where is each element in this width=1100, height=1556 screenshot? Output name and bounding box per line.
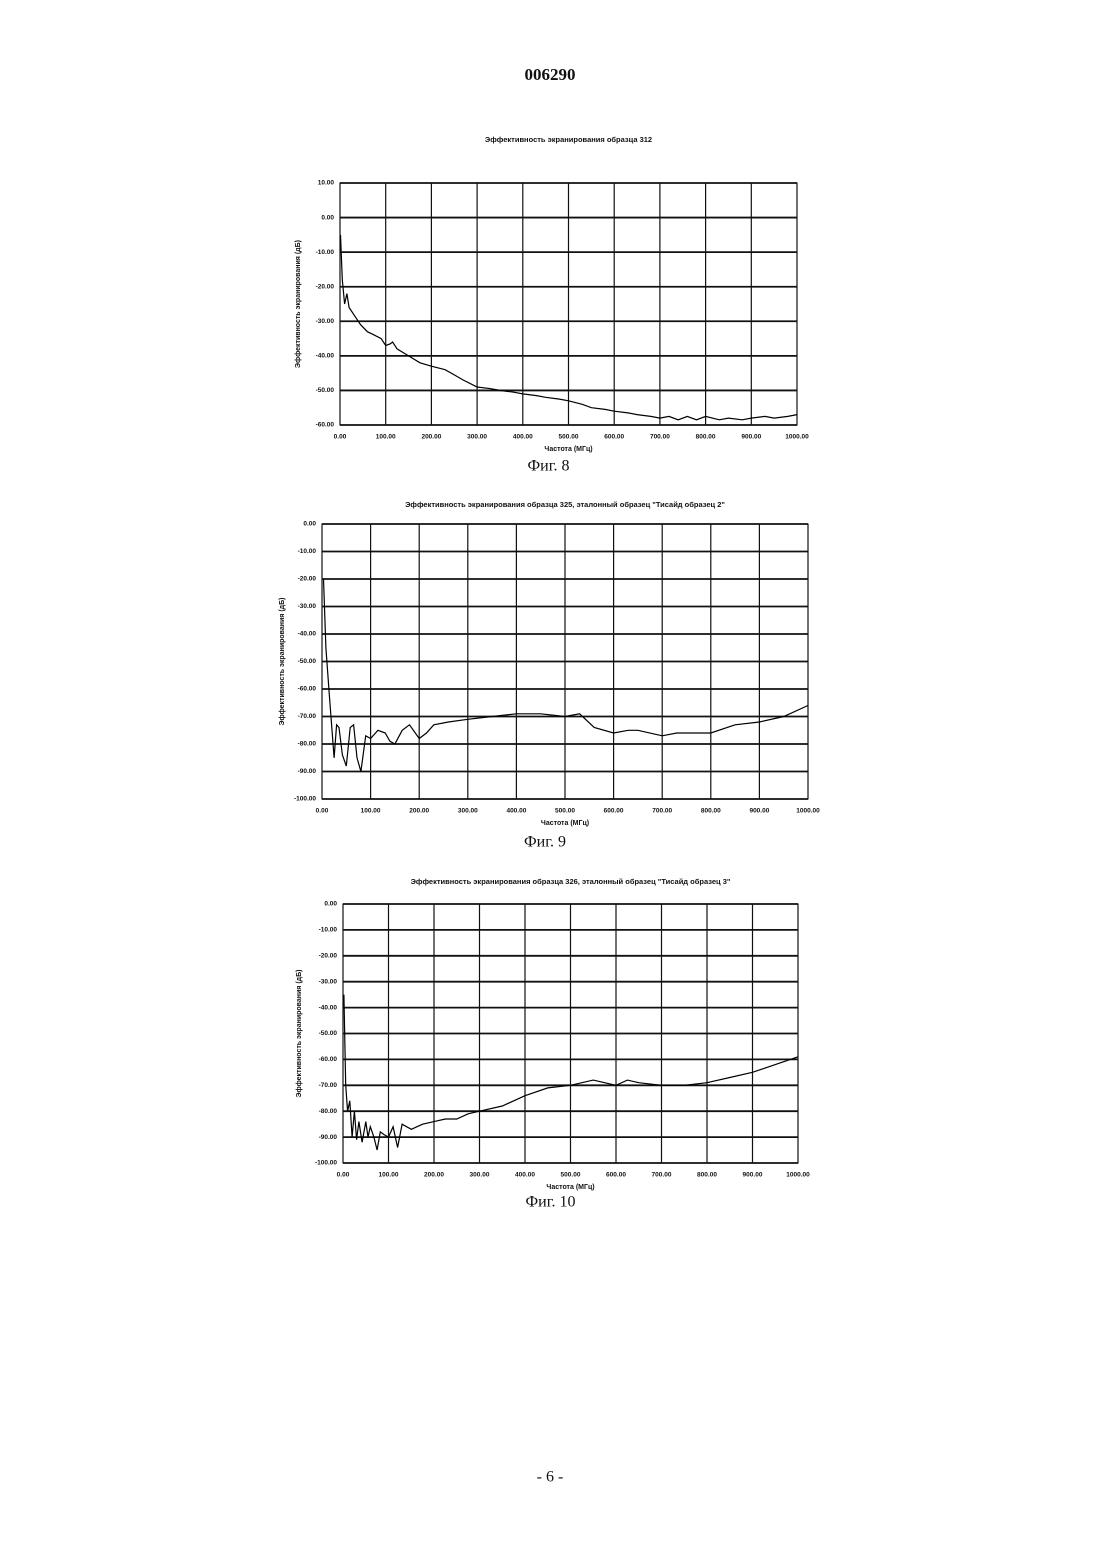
x-tick-label: 200.00	[409, 808, 429, 815]
x-tick-label: 700.00	[650, 434, 670, 441]
x-tick-label: 200.00	[421, 434, 441, 441]
x-tick-label: 1000.00	[786, 1172, 810, 1179]
x-tick-label: 600.00	[604, 434, 624, 441]
x-tick-label: 200.00	[424, 1172, 444, 1179]
x-tick-label: 800.00	[696, 434, 716, 441]
y-tick-label: -30.00	[316, 318, 335, 325]
page-footer: - 6 -	[537, 1469, 564, 1486]
data-line	[324, 579, 809, 772]
y-tick-label: 0.00	[303, 521, 316, 528]
x-tick-label: 800.00	[701, 808, 721, 815]
y-tick-label: 0.00	[321, 214, 334, 221]
x-tick-label: 900.00	[743, 1172, 763, 1179]
x-tick-label: 400.00	[515, 1172, 535, 1179]
y-tick-label: -10.00	[298, 548, 317, 555]
x-tick-label: 700.00	[652, 808, 672, 815]
y-tick-label: -10.00	[319, 927, 338, 934]
y-tick-label: 0.00	[324, 901, 337, 908]
y-tick-label: -80.00	[298, 741, 317, 748]
chart: Эффективность экранирования образца 326,…	[296, 877, 810, 1211]
chart-title: Эффективность экранирования образца 312	[485, 135, 652, 144]
x-tick-label: 400.00	[513, 434, 533, 441]
figure-caption: Фиг. 9	[524, 834, 566, 851]
x-tick-label: 500.00	[555, 808, 575, 815]
y-tick-label: -40.00	[298, 631, 317, 638]
y-tick-label: -60.00	[319, 1056, 338, 1063]
x-tick-label: 100.00	[376, 434, 396, 441]
y-tick-label: -70.00	[319, 1082, 338, 1089]
y-tick-label: -70.00	[298, 713, 317, 720]
y-tick-label: 10.00	[318, 180, 335, 187]
y-tick-label: -20.00	[316, 283, 335, 290]
x-tick-label: 300.00	[467, 434, 487, 441]
x-tick-label: 600.00	[606, 1172, 626, 1179]
x-tick-label: 800.00	[697, 1172, 717, 1179]
y-tick-label: -10.00	[316, 249, 335, 256]
figure-caption: Фиг. 10	[526, 1194, 576, 1211]
y-tick-label: -50.00	[298, 658, 317, 665]
chart-title: Эффективность экранирования образца 325,…	[405, 500, 725, 509]
y-tick-label: -40.00	[316, 353, 335, 360]
x-tick-label: 900.00	[749, 808, 769, 815]
x-tick-label: 1000.00	[785, 434, 809, 441]
x-tick-label: 300.00	[470, 1172, 490, 1179]
y-tick-label: -30.00	[298, 603, 317, 610]
x-tick-label: 900.00	[741, 434, 761, 441]
x-tick-label: 300.00	[458, 808, 478, 815]
x-tick-label: 100.00	[361, 808, 381, 815]
y-tick-label: -60.00	[298, 686, 317, 693]
x-axis-label: Частота (МГц)	[541, 820, 589, 827]
chart: Эффективность экранирования образца 325,…	[279, 500, 820, 851]
y-axis-label: Эффективность экранирования (дБ)	[296, 970, 303, 1098]
chart: Эффективность экранирования образца 312 1…	[295, 135, 809, 475]
y-tick-label: -60.00	[316, 422, 335, 429]
x-tick-label: 700.00	[652, 1172, 672, 1179]
x-tick-label: 500.00	[559, 434, 579, 441]
page-header: 006290	[525, 65, 576, 84]
y-tick-label: -50.00	[316, 387, 335, 394]
y-tick-label: -20.00	[319, 953, 338, 960]
y-tick-label: -50.00	[319, 1030, 338, 1037]
y-tick-label: -100.00	[315, 1160, 337, 1167]
y-tick-label: -90.00	[298, 768, 317, 775]
x-axis-label: Частота (МГц)	[546, 1184, 594, 1191]
x-tick-label: 0.00	[337, 1172, 350, 1179]
x-tick-label: 1000.00	[796, 808, 820, 815]
y-axis-label: Эффективность экранирования (дБ)	[295, 240, 302, 368]
x-tick-label: 400.00	[506, 808, 526, 815]
y-tick-label: -30.00	[319, 978, 338, 985]
figure-caption: Фиг. 8	[528, 458, 570, 475]
y-tick-label: -40.00	[319, 1004, 338, 1011]
y-axis-label: Эффективность экранирования (дБ)	[279, 598, 286, 726]
x-tick-label: 100.00	[379, 1172, 399, 1179]
y-tick-label: -20.00	[298, 576, 317, 583]
x-tick-label: 500.00	[561, 1172, 581, 1179]
page: 006290 - 6 - Эффективность экранирования…	[0, 0, 1100, 1556]
chart-title: Эффективность экранирования образца 326,…	[411, 877, 731, 886]
x-tick-label: 0.00	[316, 808, 329, 815]
y-tick-label: -80.00	[319, 1108, 338, 1115]
y-tick-label: -100.00	[294, 796, 316, 803]
x-tick-label: 600.00	[604, 808, 624, 815]
x-tick-label: 0.00	[334, 434, 347, 441]
y-tick-label: -90.00	[319, 1134, 338, 1141]
x-axis-label: Частота (МГц)	[544, 446, 592, 453]
